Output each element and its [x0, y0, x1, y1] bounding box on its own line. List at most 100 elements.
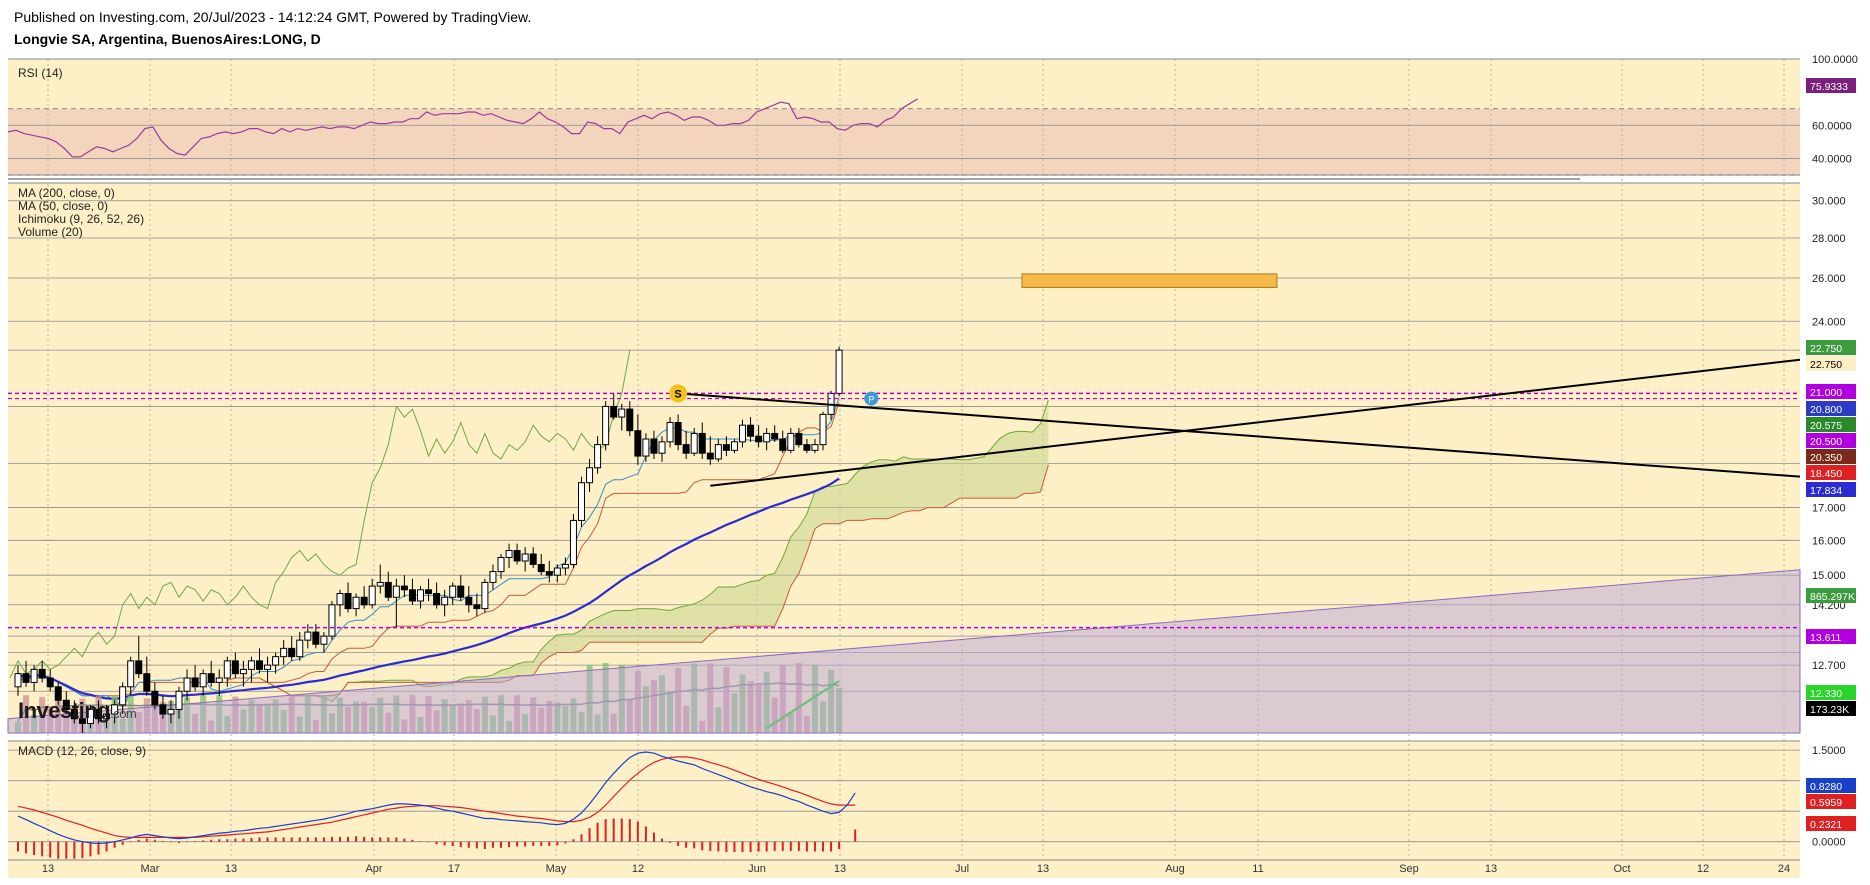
candle-body — [78, 718, 86, 724]
price-tick-label: 28.000 — [1812, 233, 1846, 245]
candle-body — [231, 660, 239, 675]
candle-body — [747, 424, 755, 437]
macd-signal-line — [17, 756, 856, 839]
chart-header: Published on Investing.com, 20/Jul/2023 … — [14, 6, 531, 50]
candle-body — [634, 430, 642, 457]
candle-body — [328, 604, 336, 637]
p-marker — [864, 391, 879, 406]
indicator-legend-label: Volume (20) — [18, 225, 83, 239]
candle-body — [706, 452, 714, 460]
candle-body — [425, 589, 433, 594]
last-value-label: 0.2321 — [1810, 819, 1842, 831]
time-tick-label: 12 — [632, 863, 644, 875]
candle-body — [561, 563, 569, 569]
candle-body — [610, 405, 618, 418]
time-tick-label: 13 — [1037, 863, 1049, 875]
candle-body — [223, 660, 231, 679]
candle-body — [38, 668, 46, 679]
candle-body — [360, 596, 368, 606]
candle-body — [207, 673, 215, 683]
candle-body — [795, 432, 803, 446]
price-tick-label: 12.700 — [1812, 660, 1846, 672]
last-value-tag — [1806, 794, 1856, 809]
candle-body — [46, 677, 54, 688]
time-axis-bg — [8, 860, 1800, 878]
candle-body — [465, 596, 473, 606]
last-value-tag — [1806, 417, 1856, 432]
candle-body — [368, 585, 376, 606]
sell-marker-label: S — [674, 388, 681, 400]
candle-body — [714, 444, 722, 460]
last-value-label: 75.9333 — [1810, 81, 1848, 93]
last-value-tag — [1806, 340, 1856, 355]
last-value-tag — [1806, 778, 1856, 793]
candle-body — [803, 444, 811, 451]
last-value-label: 0.8280 — [1810, 781, 1842, 793]
candle-body — [376, 581, 384, 587]
indicator-legend-label: MA (200, close, 0) — [18, 186, 115, 200]
last-value-tag — [1806, 78, 1856, 93]
last-value-label: 22.750 — [1810, 359, 1842, 371]
candle-body — [658, 441, 666, 454]
candle-body — [239, 668, 247, 675]
candle-body — [722, 444, 730, 451]
candle-body — [521, 553, 529, 562]
candle-body — [103, 713, 111, 720]
last-value-tag — [1806, 384, 1856, 399]
candle-body — [143, 673, 151, 692]
candle-body — [690, 432, 698, 454]
price-tick-label: 24.000 — [1812, 316, 1846, 328]
time-tick-label: May — [546, 863, 567, 875]
candle-body — [30, 668, 38, 683]
candle-body — [497, 556, 505, 573]
candle-body — [288, 647, 296, 658]
time-tick-label: 13 — [225, 863, 237, 875]
last-value-label: 20.500 — [1810, 436, 1842, 448]
time-tick-label: 13 — [1485, 863, 1497, 875]
candle-body — [481, 581, 489, 610]
time-tick-label: 13 — [42, 863, 54, 875]
price-tick-label: 26.000 — [1812, 273, 1846, 285]
candle-body — [650, 438, 658, 454]
candle-body — [569, 519, 577, 565]
candle-body — [473, 604, 481, 610]
rsi-legend-label: RSI (14) — [18, 66, 63, 80]
candle-body — [392, 585, 400, 598]
time-tick-label: Sep — [1399, 863, 1419, 875]
price-tick-label: 16.000 — [1812, 535, 1846, 547]
candle-body — [730, 441, 738, 451]
macd-legend-label: MACD (12, 26, close, 9) — [18, 744, 146, 758]
volume-bar — [39, 696, 46, 733]
rsi-tick-label: 40.0000 — [1812, 153, 1852, 165]
time-tick-label: 17 — [448, 863, 460, 875]
candle-body — [54, 686, 62, 701]
candle-body — [384, 581, 392, 598]
candle-body — [642, 438, 650, 457]
candle-body — [70, 708, 78, 720]
time-tick-label: Mar — [141, 863, 160, 875]
candle-body — [191, 677, 199, 688]
last-value-tag — [1806, 816, 1856, 831]
candle-body — [256, 660, 263, 670]
candle-body — [119, 686, 127, 706]
candle-body — [296, 639, 304, 658]
trend-wedge — [7, 569, 1801, 734]
ichimoku-span-b — [227, 464, 1049, 697]
published-line: Published on Investing.com, 20/Jul/2023 … — [14, 9, 532, 25]
candle-body — [835, 349, 843, 394]
candle-body — [272, 656, 280, 666]
last-value-label: 173.23K — [1810, 704, 1849, 716]
macd-tick-label: 1.5000 — [1812, 745, 1846, 757]
candle-body — [553, 567, 561, 576]
candle-body — [819, 413, 827, 446]
last-value-tag — [1806, 685, 1856, 700]
last-value-label: 865.297K — [1810, 591, 1855, 603]
last-value-tag — [1806, 401, 1856, 416]
last-value-label: 20.575 — [1810, 420, 1842, 432]
candle-body — [586, 467, 594, 484]
last-value-tag — [1806, 588, 1856, 603]
price-tick-label: 17.000 — [1812, 503, 1846, 515]
candle-body — [95, 708, 102, 720]
last-value-tag — [1806, 701, 1856, 716]
